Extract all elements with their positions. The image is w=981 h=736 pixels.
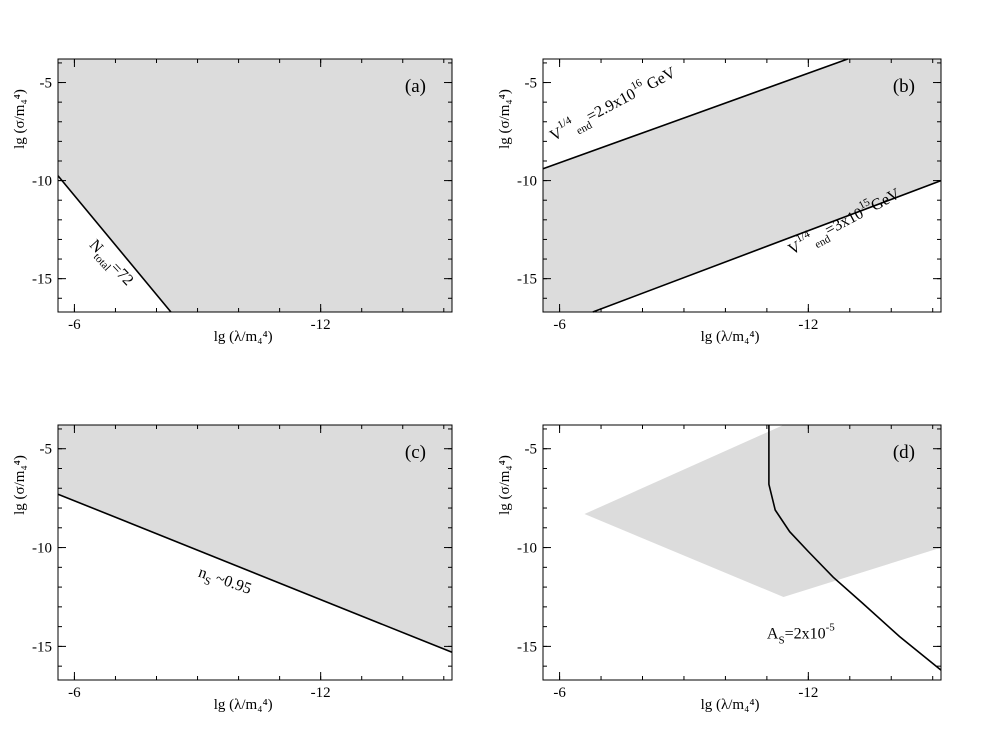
y-tick-label: -15 bbox=[32, 639, 52, 655]
panel-label: (a) bbox=[405, 76, 426, 97]
plot-frame bbox=[57, 424, 453, 681]
x-tick-label: -12 bbox=[311, 685, 331, 701]
y-tick-label: -15 bbox=[32, 272, 52, 288]
plot-frame bbox=[542, 58, 942, 313]
plot-frame bbox=[57, 58, 453, 313]
y-tick-label: -10 bbox=[517, 541, 537, 557]
allowed-region bbox=[584, 425, 941, 597]
x-tick-label: -12 bbox=[798, 317, 818, 333]
y-tick-label: -5 bbox=[525, 76, 538, 92]
x-axis-title: lg (λ/m₄⁴) bbox=[214, 697, 273, 713]
allowed-region bbox=[58, 59, 452, 312]
panel-d: -6 -12 -5 -10 -15 lg (λ/m₄⁴) lg (σ/m₄⁴) (d) AS=2… bbox=[497, 424, 942, 713]
x-axis-title: lg (λ/m₄⁴) bbox=[701, 329, 760, 345]
y-tick-label: -5 bbox=[40, 442, 53, 458]
constraint-curve-1 bbox=[768, 425, 942, 671]
y-axis-title: lg (σ/m₄⁴) bbox=[497, 89, 513, 149]
y-tick-label: -15 bbox=[517, 639, 537, 655]
constraint-curve-1 bbox=[57, 175, 172, 313]
panel-label: (c) bbox=[405, 442, 426, 463]
x-tick-label: -12 bbox=[798, 685, 818, 701]
x-tick-label: -6 bbox=[553, 685, 566, 701]
x-tick-label: -6 bbox=[553, 317, 566, 333]
curve-annotation: AS=2x10-5 bbox=[767, 621, 835, 646]
constraint-curve-1 bbox=[542, 58, 848, 170]
y-tick-label: -15 bbox=[517, 272, 537, 288]
plot-frame bbox=[542, 424, 942, 681]
y-axis-title: lg (σ/m₄⁴) bbox=[497, 455, 513, 515]
y-tick-label: -10 bbox=[32, 174, 52, 190]
x-axis-title: lg (λ/m₄⁴) bbox=[214, 329, 273, 345]
constraint-curve-1 bbox=[57, 493, 453, 654]
allowed-region bbox=[543, 59, 941, 312]
x-tick-label: -6 bbox=[68, 685, 81, 701]
y-tick-label: -10 bbox=[32, 541, 52, 557]
x-axis-title: lg (λ/m₄⁴) bbox=[701, 697, 760, 713]
x-tick-label: -6 bbox=[68, 317, 81, 333]
y-tick-label: -5 bbox=[40, 76, 53, 92]
constraint-curve-2 bbox=[592, 179, 942, 313]
allowed-region bbox=[58, 425, 452, 653]
y-axis-title: lg (σ/m₄⁴) bbox=[12, 455, 28, 515]
panel-label: (d) bbox=[893, 442, 915, 463]
panel-label: (b) bbox=[893, 76, 915, 97]
y-tick-label: -10 bbox=[517, 174, 537, 190]
y-axis-title: lg (σ/m₄⁴) bbox=[12, 89, 28, 149]
y-tick-label: -5 bbox=[525, 442, 538, 458]
x-tick-label: -12 bbox=[311, 317, 331, 333]
